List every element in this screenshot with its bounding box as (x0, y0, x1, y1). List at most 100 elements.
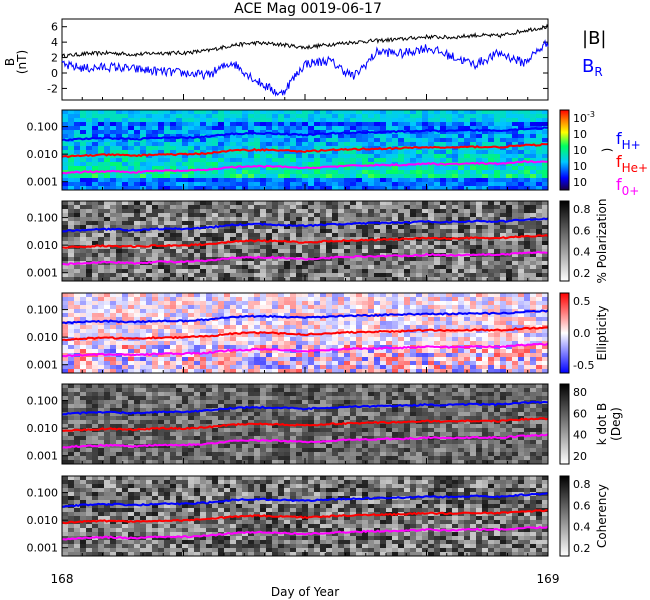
spectrogram-cell (434, 118, 441, 123)
gyrofreq-line-fHe (61, 234, 549, 249)
spectrogram-cell (206, 277, 213, 282)
spectrogram-cell (428, 353, 435, 358)
spectrogram-cell (338, 249, 345, 254)
spectrogram-cell (188, 150, 195, 155)
spectrogram-cell (506, 353, 513, 358)
spectrogram-cell (230, 205, 237, 210)
spectrogram-cell (146, 110, 153, 115)
spectrogram-cell (134, 142, 141, 147)
spectrogram-cell (404, 301, 411, 306)
spectrogram-cell (128, 361, 135, 366)
spectrogram-cell (500, 265, 507, 270)
spectrogram-cell (176, 353, 183, 358)
spectrogram-cell (428, 205, 435, 210)
spectrogram-cell (254, 249, 261, 254)
spectrogram-cell (506, 209, 513, 214)
spectrogram-cell (62, 130, 69, 135)
spectrogram-cell (374, 209, 381, 214)
spectrogram-cell (80, 345, 87, 350)
spectrogram-cell (230, 138, 237, 143)
spectrogram-cell (284, 229, 291, 234)
spectrogram-cell (338, 237, 345, 242)
spectrogram-cell (188, 325, 195, 330)
spectrogram-cell (506, 162, 513, 167)
spectrogram-cell (458, 265, 465, 270)
spectrogram-cell (176, 245, 183, 250)
spectrogram-cell (434, 209, 441, 214)
spectrogram-cell (170, 142, 177, 147)
b-ytick-label: 6 (51, 21, 58, 34)
spectrogram-cell (188, 261, 195, 266)
spectrogram-cell (536, 329, 543, 334)
spectrogram-cell (344, 150, 351, 155)
spectrogram-cell (74, 313, 81, 318)
spectrogram-cell (188, 122, 195, 127)
spectrogram-cell (218, 158, 225, 163)
spectrogram-cell (230, 329, 237, 334)
spectrogram-cell (266, 353, 273, 358)
spectrogram-cell (110, 297, 117, 302)
spectrogram-cell (302, 253, 309, 258)
spectrogram-cell (500, 337, 507, 342)
spectrogram-cell (320, 186, 327, 191)
spectrogram-cell (410, 114, 417, 119)
spectrogram-cell (392, 361, 399, 366)
spectrogram-cell (494, 201, 501, 206)
spectrogram-cell (428, 329, 435, 334)
spectrogram-cell (200, 349, 207, 354)
spectrogram-cell (488, 341, 495, 346)
spectrogram-cell (344, 233, 351, 238)
spectrogram-cell (164, 122, 171, 127)
spectrogram-cell (62, 217, 69, 222)
spectrogram-cell (404, 225, 411, 230)
spectrogram-cell (158, 229, 165, 234)
spectrogram-cell (326, 317, 333, 322)
spectrogram-cell (110, 170, 117, 175)
spectrogram-cell (542, 166, 549, 171)
spectrogram-cell (440, 209, 447, 214)
spectrogram-cell (140, 225, 147, 230)
spectrogram-cell (116, 233, 123, 238)
spectrogram-cell (164, 321, 171, 326)
spectrogram-cell (110, 301, 117, 306)
spectrogram-cell (458, 142, 465, 147)
spectrogram-cell (224, 162, 231, 167)
spectrogram-cell (278, 333, 285, 338)
spectrogram-cell (188, 201, 195, 206)
spectrogram-cell (446, 309, 453, 314)
spectrogram-cell (122, 361, 129, 366)
spectrogram-cell (290, 269, 297, 274)
spectrogram-cell (404, 142, 411, 147)
spectrogram-cell (434, 229, 441, 234)
spectrogram-cell (230, 241, 237, 246)
spectrogram-cell (500, 122, 507, 127)
spectrogram-cell (212, 118, 219, 123)
spectrogram-cell (488, 186, 495, 191)
spectrogram-cell (74, 309, 81, 314)
spectrogram-cell (140, 209, 147, 214)
spectrogram-cell (236, 353, 243, 358)
spectrogram-cell (62, 158, 69, 163)
spectrogram-cell (164, 305, 171, 310)
spectrogram-cell (224, 209, 231, 214)
spectrogram-cell (290, 265, 297, 270)
spectrogram-cell (512, 221, 519, 226)
spectrogram-cell (212, 253, 219, 258)
spectrogram-cell (362, 301, 369, 306)
spectrogram-cell (230, 353, 237, 358)
spectrogram-cell (446, 126, 453, 131)
spectrogram-cell (68, 273, 75, 278)
spectrogram-cell (440, 138, 447, 143)
spectrogram-cell (182, 265, 189, 270)
spectrogram-cell (68, 365, 75, 370)
spectrogram-cell (188, 353, 195, 358)
spectrogram-cell (242, 309, 249, 314)
spectrogram-cell (332, 269, 339, 274)
spectrogram-cell (440, 134, 447, 139)
spectrogram-cell (374, 158, 381, 163)
spectrogram-cell (182, 333, 189, 338)
spectrogram-cell (278, 205, 285, 210)
spectrogram-cell (458, 293, 465, 298)
spectrogram-cell (194, 142, 201, 147)
spectrogram-cell (362, 241, 369, 246)
